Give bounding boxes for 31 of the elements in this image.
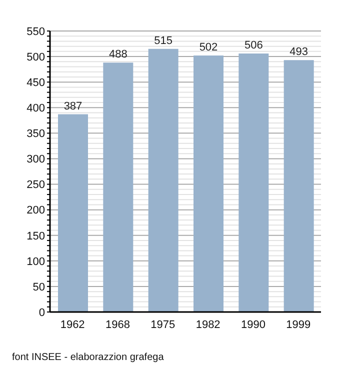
y-tick-label: 200 xyxy=(26,204,45,217)
x-tick-label: 1975 xyxy=(150,318,176,331)
data-label: 387 xyxy=(64,100,82,112)
data-label: 493 xyxy=(290,46,308,58)
bar xyxy=(238,53,269,312)
data-label: 502 xyxy=(199,42,218,54)
data-label: 506 xyxy=(244,39,263,52)
x-tick-label: 1962 xyxy=(60,318,85,331)
bar xyxy=(194,56,224,312)
y-tick-label: 50 xyxy=(32,281,45,294)
y-tick-label: 550 xyxy=(26,26,45,38)
y-tick-label: 0 xyxy=(38,306,45,319)
y-tick-label: 450 xyxy=(26,76,45,89)
y-tick-label: 300 xyxy=(26,154,45,166)
bar xyxy=(103,62,134,312)
y-tick-label: 400 xyxy=(26,102,45,115)
x-tick-label: 1990 xyxy=(241,318,266,331)
y-tick-label: 350 xyxy=(26,128,45,140)
x-tick-label: 1982 xyxy=(196,318,220,331)
y-tick-label: 100 xyxy=(26,256,45,268)
bar xyxy=(58,114,88,312)
y-tick-label: 150 xyxy=(26,230,45,242)
y-tick-label: 500 xyxy=(26,51,45,64)
y-tick-label: 250 xyxy=(26,179,45,192)
data-label: 515 xyxy=(154,34,173,47)
bar xyxy=(148,48,178,312)
x-tick-label: 1968 xyxy=(106,318,130,331)
data-label: 488 xyxy=(108,48,128,61)
x-tick-label: 1999 xyxy=(286,318,311,331)
bar xyxy=(284,60,314,312)
text: font INSEE - elaborazzion grafega xyxy=(12,352,165,363)
